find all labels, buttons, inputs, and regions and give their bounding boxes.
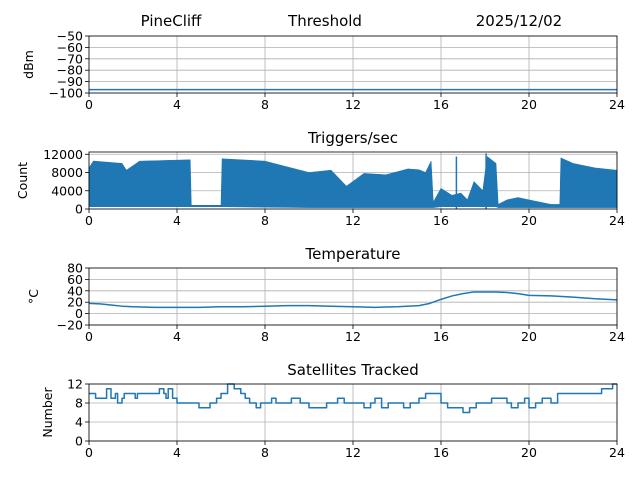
y-tick-label: −100 — [49, 86, 83, 101]
x-tick-label: 12 — [345, 329, 361, 344]
y-axis-label: Count — [15, 162, 30, 199]
x-tick-label: 4 — [173, 97, 181, 112]
x-tick-label: 4 — [173, 329, 181, 344]
grid — [88, 35, 618, 94]
y-axis-label: dBm — [21, 50, 36, 79]
data-series-line — [89, 383, 617, 414]
grid — [88, 267, 618, 326]
y-tick-label: 4000 — [51, 183, 83, 198]
y-tick-label: −50 — [57, 29, 83, 44]
y-axis-label: Number — [40, 387, 55, 438]
y-tick-label: 8 — [75, 396, 83, 411]
y-tick-label: 12000 — [43, 147, 83, 162]
x-tick-label: 0 — [85, 97, 93, 112]
data-series-line — [88, 291, 618, 309]
x-tick-label: 12 — [345, 97, 361, 112]
y-tick-label: 20 — [67, 295, 83, 310]
x-tick-label: 24 — [609, 329, 625, 344]
x-tick-label: 4 — [173, 445, 181, 460]
y-tick-label: −80 — [57, 63, 83, 78]
x-tick-label: 12 — [345, 213, 361, 228]
y-tick-label: 0 — [75, 202, 83, 217]
x-tick-label: 8 — [261, 445, 269, 460]
x-tick-label: 16 — [433, 97, 449, 112]
x-tick-label: 8 — [261, 329, 269, 344]
y-tick-label: 0 — [75, 434, 83, 449]
x-tick-label: 0 — [85, 329, 93, 344]
x-tick-label: 20 — [521, 329, 537, 344]
x-tick-label: 16 — [433, 445, 449, 460]
x-tick-label: 20 — [521, 97, 537, 112]
x-tick-label: 24 — [609, 97, 625, 112]
x-tick-label: 8 — [261, 213, 269, 228]
x-tick-label: 20 — [521, 445, 537, 460]
x-tick-label: 0 — [85, 445, 93, 460]
x-tick-label: 24 — [609, 445, 625, 460]
y-tick-label: 8000 — [51, 165, 83, 180]
y-tick-label: 0 — [75, 306, 83, 321]
panel-title: Satellites Tracked — [287, 361, 418, 379]
y-tick-label: 40 — [67, 283, 83, 298]
x-tick-label: 16 — [433, 329, 449, 344]
x-tick-label: 24 — [609, 213, 625, 228]
x-tick-label: 4 — [173, 213, 181, 228]
header-date: 2025/12/02 — [476, 12, 562, 30]
y-tick-label: −90 — [57, 74, 83, 89]
y-tick-label: −20 — [57, 318, 83, 333]
panel-title: Triggers/sec — [307, 129, 398, 147]
threshold-panel: 0 4 8 12 16 20 24 −100−90−80−70−60−50 dBm — [21, 29, 625, 113]
x-tick-label: 20 — [521, 213, 537, 228]
x-tick-label: 12 — [345, 445, 361, 460]
y-tick-label: 12 — [67, 377, 83, 392]
x-tick-label: 0 — [85, 213, 93, 228]
y-tick-label: 80 — [67, 261, 83, 276]
y-tick-label: −60 — [57, 40, 83, 55]
y-axis-label: °C — [26, 289, 41, 304]
x-tick-label: 16 — [433, 213, 449, 228]
y-tick-label: 60 — [67, 272, 83, 287]
y-tick-label: −70 — [57, 51, 83, 66]
triggers-panel: 0 4 8 12 16 20 2404000800012000Triggers/secCou… — [15, 129, 625, 228]
header-subtitle: Threshold — [287, 12, 362, 30]
y-tick-label: 4 — [75, 415, 83, 430]
station-name: PineCliff — [141, 12, 202, 30]
x-tick-label: 8 — [261, 97, 269, 112]
panel-title: Temperature — [304, 245, 400, 263]
